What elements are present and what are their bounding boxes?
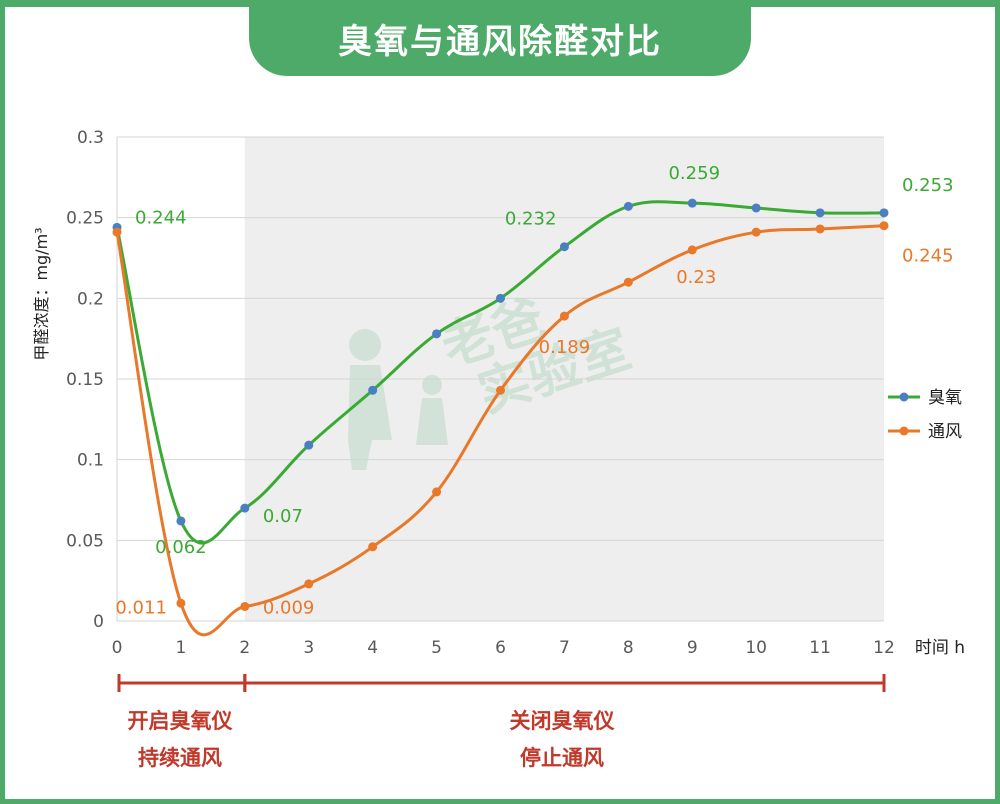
data-point-ventilation — [368, 542, 378, 552]
phase-label: 关闭臭氧仪 — [510, 709, 616, 733]
data-label-ventilation: 0.23 — [676, 267, 716, 288]
data-point-ventilation — [815, 224, 825, 234]
x-tick-label: 4 — [367, 638, 378, 658]
data-point-ozone — [432, 329, 442, 339]
legend-marker-ventilation — [899, 426, 909, 436]
data-label-ozone: 0.253 — [902, 175, 954, 196]
data-point-ventilation — [687, 245, 697, 255]
watermark-child-body — [416, 398, 448, 445]
x-tick-label: 12 — [873, 638, 895, 658]
y-tick-label: 0.05 — [66, 531, 104, 551]
x-tick-label: 10 — [745, 638, 767, 658]
y-tick-label: 0.2 — [77, 289, 104, 309]
axes: 00.050.10.150.20.250.30 1 2 3 4 5 6 7 8 9 10 11 12 时间… — [32, 128, 965, 658]
phase-label: 停止通风 — [520, 746, 604, 770]
data-point-ozone — [815, 208, 825, 218]
x-tick-label: 11 — [809, 638, 831, 658]
data-point-ventilation — [176, 598, 186, 608]
legend-marker-ozone — [899, 392, 909, 402]
y-axis-label: 甲醛浓度：mg/m³ — [32, 227, 51, 360]
series-line-ozone — [115, 200, 885, 545]
legend-label-ventilation: 通风 — [928, 422, 962, 442]
data-point-ventilation — [623, 277, 633, 287]
data-point-ozone — [559, 242, 569, 252]
y-tick-label: 0.1 — [77, 451, 104, 471]
data-label-ventilation: 0.011 — [115, 597, 167, 618]
y-tick-label: 0.25 — [66, 209, 104, 229]
data-point-ventilation — [112, 227, 122, 237]
data-point-ozone — [304, 440, 314, 450]
data-point-ozone — [751, 203, 761, 213]
y-tick-label: 0.3 — [77, 128, 104, 148]
data-label-ventilation: 0.245 — [902, 246, 954, 267]
phase-label: 持续通风 — [138, 746, 222, 770]
data-label-ozone: 0.259 — [668, 163, 720, 184]
data-label-ozone: 0.244 — [135, 207, 187, 228]
data-point-ventilation — [879, 221, 889, 231]
data-point-ozone — [240, 503, 250, 513]
data-label-ozone: 0.232 — [505, 209, 557, 230]
data-label-ozone: 0.07 — [263, 506, 303, 527]
x-tick-label: 3 — [303, 638, 314, 658]
data-label-ozone: 0.062 — [155, 537, 207, 558]
x-tick-label: 1 — [176, 638, 187, 658]
x-tick-label: 6 — [495, 638, 506, 658]
y-tick-label: 0.15 — [66, 370, 104, 390]
watermark-child-head — [422, 375, 442, 395]
x-tick-label: 7 — [559, 638, 570, 658]
data-label-ventilation: 0.189 — [539, 337, 591, 358]
data-point-ozone — [623, 201, 633, 211]
watermark-figure-body — [348, 365, 392, 470]
x-tick-label: 9 — [687, 638, 698, 658]
data-point-ozone — [496, 293, 505, 303]
data-point-ozone — [368, 385, 378, 395]
data-point-ventilation — [559, 311, 569, 321]
data-point-ozone — [176, 516, 186, 526]
data-point-ozone — [687, 198, 697, 208]
y-tick-label: 0 — [93, 612, 104, 632]
chart-title: 臭氧与通风除醛对比 — [338, 21, 662, 62]
data-point-ventilation — [304, 579, 314, 589]
x-axis-label: 时间 h — [915, 638, 965, 658]
series-line-ventilation — [115, 224, 885, 637]
data-point-ventilation — [240, 601, 250, 611]
watermark-figure-head — [349, 329, 381, 361]
title-banner: 臭氧与通风除醛对比 — [249, 0, 751, 76]
x-tick-label: 0 — [112, 638, 123, 658]
data-labels: 0.244 0.062 0.07 0.232 0.259 0.253 0.011 0.009 0… — [115, 163, 953, 618]
x-tick-label: 2 — [239, 638, 250, 658]
legend-label-ozone: 臭氧 — [928, 388, 962, 408]
data-label-ventilation: 0.009 — [263, 597, 315, 618]
phase-label: 开启臭氧仪 — [128, 709, 234, 733]
data-point-ventilation — [496, 385, 505, 395]
data-point-ventilation — [432, 487, 442, 497]
data-point-ozone — [879, 208, 889, 218]
data-point-ventilation — [751, 227, 761, 237]
x-tick-label: 8 — [623, 638, 634, 658]
x-tick-label: 5 — [431, 638, 442, 658]
series-lines — [112, 198, 889, 637]
